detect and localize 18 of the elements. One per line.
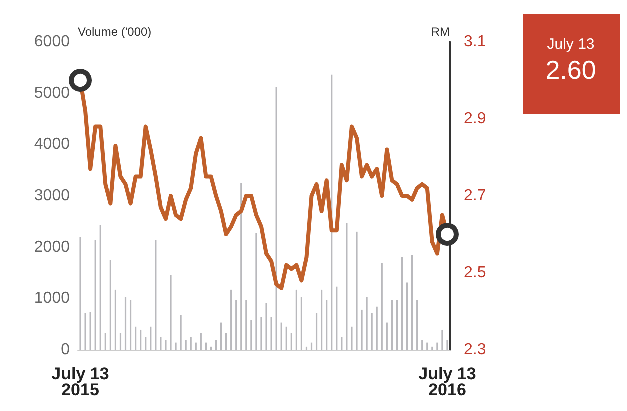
y2-tick-label: 2.7 xyxy=(464,188,486,204)
y2-tick-label: 3.1 xyxy=(464,34,486,50)
text: July 13 xyxy=(547,36,595,53)
y2-tick-label: 2.3 xyxy=(464,342,486,358)
y-tick-label: 1000 xyxy=(34,290,70,308)
y2-axis-title: RM xyxy=(431,25,450,39)
y-tick-label: 0 xyxy=(61,342,70,358)
y-tick-label: 6000 xyxy=(34,34,70,50)
y-tick-label: 5000 xyxy=(34,84,70,102)
y-tick-label: 2000 xyxy=(34,238,70,256)
y2-tick-label: 2.9 xyxy=(464,110,486,128)
text: 2.60 xyxy=(546,55,596,85)
x-tick-label: July 13 2015 xyxy=(52,364,110,400)
x-tick-label: July 13 2016 xyxy=(418,364,476,400)
y2-tick-label: 2.5 xyxy=(464,264,486,282)
y-tick-label: 4000 xyxy=(34,136,70,154)
y-axis-title: Volume ('000) xyxy=(78,25,152,39)
y-tick-label: 3000 xyxy=(34,188,70,204)
